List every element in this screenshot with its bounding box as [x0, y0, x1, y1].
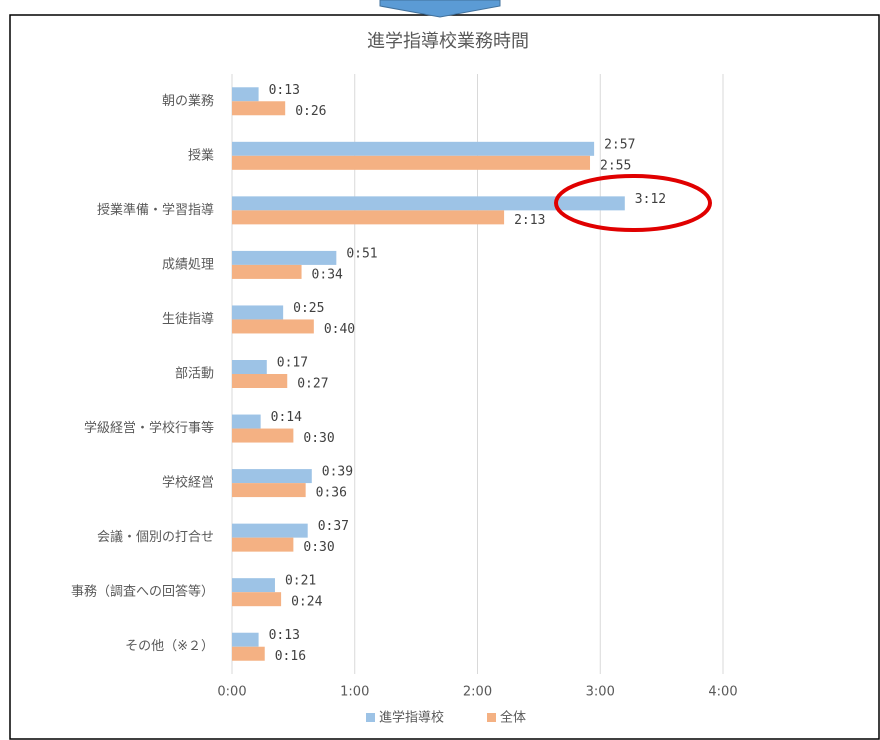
legend-swatch: [366, 713, 375, 722]
bar: [232, 305, 284, 320]
bar: [232, 196, 625, 211]
data-label: 0:16: [275, 649, 306, 664]
data-label: 0:37: [318, 519, 349, 534]
data-label: 0:21: [285, 574, 316, 589]
x-tick-label: 4:00: [708, 685, 737, 700]
bar: [232, 537, 294, 552]
x-tick-label: 2:00: [463, 685, 492, 700]
arrow-shape: [379, 0, 501, 18]
y-tick-label: 部活動: [175, 367, 214, 382]
bar: [232, 155, 591, 170]
data-label: 0:30: [303, 431, 334, 446]
data-label: 0:14: [271, 410, 302, 425]
legend-swatch: [487, 713, 496, 722]
y-tick-label: 学校経営: [162, 475, 214, 491]
bar: [232, 374, 288, 388]
y-tick-label: 授業: [188, 147, 214, 163]
y-tick-label: その他（※２）: [125, 639, 214, 654]
bar: [232, 523, 308, 538]
bar: [232, 141, 595, 156]
legend-label: 全体: [500, 710, 526, 726]
legend-label: 進学指導校: [379, 710, 444, 726]
y-tick-label: 生徒指導: [162, 312, 214, 327]
data-label: 0:13: [269, 628, 300, 643]
bar: [232, 578, 275, 593]
bar: [232, 360, 267, 374]
data-label: 0:27: [297, 377, 328, 392]
bar: [232, 87, 259, 102]
data-label: 0:13: [269, 83, 300, 98]
x-tick-label: 1:00: [340, 685, 369, 700]
y-tick-label: 成績処理: [162, 257, 214, 272]
y-tick-label: 朝の業務: [162, 93, 214, 109]
x-tick-label: 0:00: [217, 685, 246, 700]
data-label: 0:25: [293, 301, 324, 316]
data-label: 2:13: [514, 213, 545, 228]
bar: [232, 469, 312, 484]
y-tick-label: 会議・個別の打合せ: [97, 530, 214, 545]
chart-frame: [9, 14, 880, 740]
data-label: 2:55: [600, 158, 631, 173]
y-tick-label: 学級経営・学校行事等: [84, 420, 214, 436]
y-tick-label: 事務（調査への回答等）: [71, 584, 214, 600]
y-tick-label: 授業準備・学習指導: [97, 202, 214, 218]
bar: [232, 101, 286, 116]
bar: [232, 210, 505, 225]
data-label: 0:30: [303, 540, 334, 555]
bar: [232, 483, 306, 498]
highlight-ellipse: [554, 174, 712, 232]
bar: [232, 414, 261, 429]
data-label: 2:57: [604, 137, 635, 152]
data-label: 0:24: [291, 595, 322, 610]
x-tick-label: 3:00: [586, 685, 615, 700]
data-label: 3:12: [635, 192, 666, 207]
chart-title: 進学指導校業務時間: [367, 31, 529, 52]
bar: [232, 646, 265, 661]
bar: [232, 264, 302, 279]
data-label: 0:17: [277, 356, 308, 371]
data-label: 0:36: [316, 486, 347, 501]
bar: [232, 319, 314, 334]
data-label: 0:39: [322, 465, 353, 480]
bar: [232, 592, 282, 607]
data-label: 0:34: [312, 267, 343, 282]
bar: [232, 250, 337, 265]
plot-area: 0:00 1:00 2:00 3:00 4:00 朝の業務 0:13 0:26 授業 2:57 2:…: [71, 74, 738, 726]
bar: [232, 632, 259, 647]
data-label: 0:26: [295, 104, 326, 119]
data-label: 0:40: [324, 322, 355, 337]
bar: [232, 428, 294, 443]
data-label: 0:51: [346, 246, 377, 261]
